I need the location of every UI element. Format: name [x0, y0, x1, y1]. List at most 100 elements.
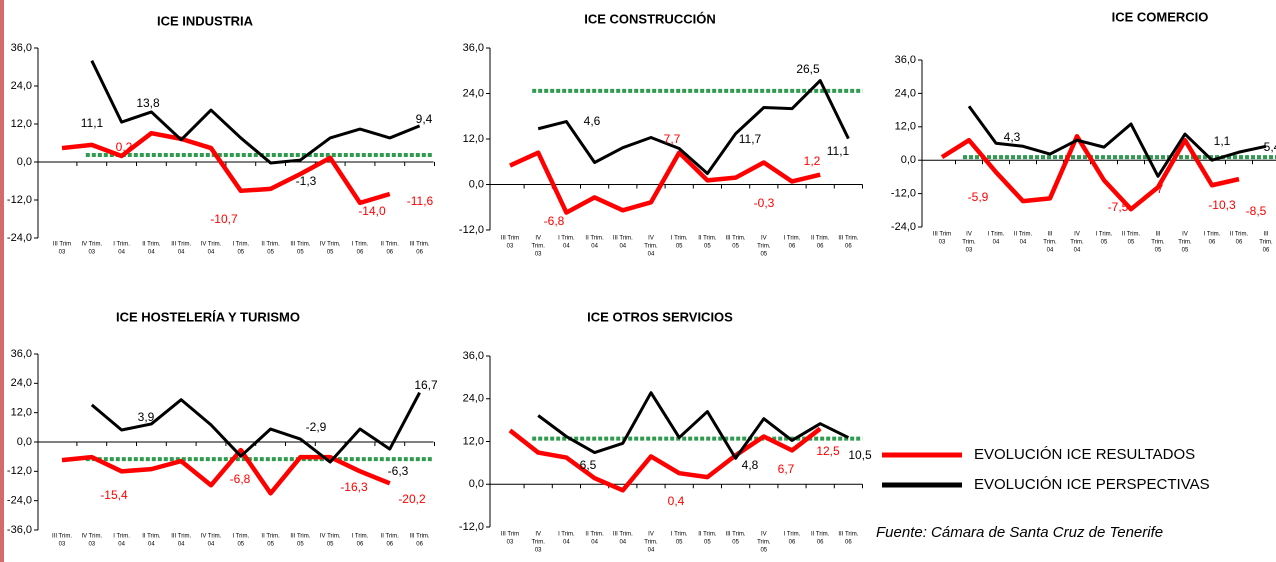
- annotation: -20,2: [398, 492, 426, 506]
- y-tick-label: 0,0: [469, 178, 484, 190]
- x-tick-label: 04: [1020, 240, 1027, 246]
- x-tick-label: 04: [208, 542, 215, 548]
- x-tick-label: Trim.: [757, 540, 771, 546]
- annotation: 1,2: [804, 154, 821, 168]
- x-tick-label: I Trim.: [784, 236, 801, 242]
- y-tick-label: -12,0: [7, 194, 32, 206]
- x-tick-label: Trim.: [644, 540, 658, 546]
- x-tick-label: IV Trim.: [320, 242, 341, 248]
- chart: ICE INDUSTRIA -24,0 -12,0 0,0 12,0 24,0 36,0 II…: [7, 13, 435, 256]
- annotation: 12,5: [816, 444, 840, 458]
- chart-title: ICE HOSTELERÍA Y TURISMO: [116, 309, 300, 324]
- y-tick-label: 12,0: [463, 435, 484, 447]
- x-tick-label: 04: [563, 244, 570, 250]
- x-tick-label: III Trim.: [290, 242, 310, 248]
- x-tick-label: 05: [327, 250, 334, 256]
- x-tick-label: 05: [732, 244, 739, 250]
- x-tick-label: 06: [386, 250, 393, 256]
- annotation: -2,9: [306, 420, 327, 434]
- series-line: [940, 134, 1240, 212]
- annotation: 4,8: [742, 458, 759, 472]
- annotation: 16,7: [414, 378, 438, 392]
- annotation: -6,8: [544, 214, 565, 228]
- y-tick-label: -12,0: [891, 188, 916, 200]
- y-tick-label: 36,0: [463, 42, 484, 54]
- annotation: 5,4: [1264, 140, 1276, 154]
- x-tick-label: IV: [1182, 232, 1188, 238]
- y-tick-label: -36,0: [7, 524, 32, 536]
- x-tick-label: Trim.: [1070, 240, 1084, 246]
- x-tick-label: 04: [993, 240, 1000, 246]
- x-tick-label: I Trim.: [671, 236, 688, 242]
- annotation: -7: [1153, 182, 1164, 196]
- x-tick-label: Trim.: [531, 244, 545, 250]
- x-tick-label: 05: [1101, 240, 1108, 246]
- x-tick-label: 03: [59, 250, 66, 256]
- x-tick-label: 05: [676, 540, 683, 546]
- series-line: [90, 60, 421, 165]
- annotation: -7,5: [1108, 200, 1129, 214]
- x-tick-label: III Trim.: [410, 242, 430, 248]
- y-tick-label: -24,0: [7, 495, 32, 507]
- x-tick-label: 03: [88, 542, 95, 548]
- x-tick-label: 03: [507, 244, 514, 250]
- annotation: 11,1: [81, 116, 104, 130]
- x-tick-label: I Trim.: [1204, 232, 1221, 238]
- x-tick-label: III Trim.: [52, 534, 72, 540]
- x-tick-label: Trim.: [1178, 240, 1192, 246]
- x-tick-label: II Trim.: [811, 236, 830, 242]
- legend-label: EVOLUCIÓN ICE PERSPECTIVAS: [974, 476, 1210, 493]
- chart-title: ICE OTROS SERVICIOS: [587, 309, 733, 324]
- x-tick-label: I Trim.: [1096, 232, 1113, 238]
- x-tick-label: III Trim.: [290, 534, 310, 540]
- annotation: -5,9: [968, 190, 989, 204]
- y-tick-label: 24,0: [895, 87, 916, 99]
- annotation: 11,1: [827, 144, 850, 158]
- x-tick-label: 03: [535, 548, 542, 554]
- x-tick-label: 06: [789, 244, 796, 250]
- chart-title: ICE CONSTRUCCIÓN: [584, 11, 715, 26]
- x-tick-label: I Trim.: [232, 534, 249, 540]
- series-line: [509, 150, 821, 215]
- annotation: 1,1: [1214, 134, 1231, 148]
- x-tick-label: 04: [563, 540, 570, 546]
- x-tick-label: 05: [267, 542, 274, 548]
- x-tick-label: II Trim.: [142, 534, 161, 540]
- x-tick-label: III Trim: [933, 232, 951, 238]
- x-tick-label: II Trim.: [1230, 232, 1249, 238]
- x-tick-label: Trim.: [1043, 240, 1057, 246]
- annotation: 4,6: [584, 114, 601, 128]
- y-tick-label: 24,0: [11, 80, 32, 92]
- x-tick-label: 04: [1074, 248, 1081, 254]
- annotation: -10,3: [1208, 198, 1236, 212]
- x-tick-label: III Trim: [53, 242, 71, 248]
- x-tick-label: 05: [1128, 240, 1135, 246]
- x-tick-label: 06: [416, 250, 423, 256]
- series-line: [61, 130, 391, 206]
- x-tick-label: 05: [237, 542, 244, 548]
- annotation: -10,7: [210, 212, 238, 226]
- x-tick-label: 06: [1209, 240, 1216, 246]
- x-tick-label: 03: [535, 252, 542, 258]
- series-line: [967, 105, 1267, 178]
- x-tick-label: 04: [619, 540, 626, 546]
- x-tick-label: III Trim.: [171, 242, 191, 248]
- x-tick-label: II Trim.: [381, 534, 400, 540]
- x-tick-label: III Trim.: [726, 236, 746, 242]
- annotation: 6,7: [778, 462, 795, 476]
- x-tick-label: III Trim.: [726, 532, 746, 538]
- x-tick-label: 05: [267, 250, 274, 256]
- x-tick-label: 06: [357, 250, 364, 256]
- annotation: 0,4: [668, 494, 685, 508]
- x-tick-label: 06: [817, 540, 824, 546]
- x-tick-label: I Trim.: [232, 242, 249, 248]
- x-tick-label: Trim.: [644, 244, 658, 250]
- x-tick-label: Trim.: [757, 244, 771, 250]
- y-tick-label: 0,0: [17, 436, 32, 448]
- x-tick-label: IV Trim.: [201, 242, 222, 248]
- y-tick-label: 12,0: [11, 407, 32, 419]
- x-tick-label: II Trim.: [585, 236, 604, 242]
- x-tick-label: 04: [619, 244, 626, 250]
- annotation: -16,3: [340, 480, 368, 494]
- x-tick-label: III Trim.: [613, 532, 633, 538]
